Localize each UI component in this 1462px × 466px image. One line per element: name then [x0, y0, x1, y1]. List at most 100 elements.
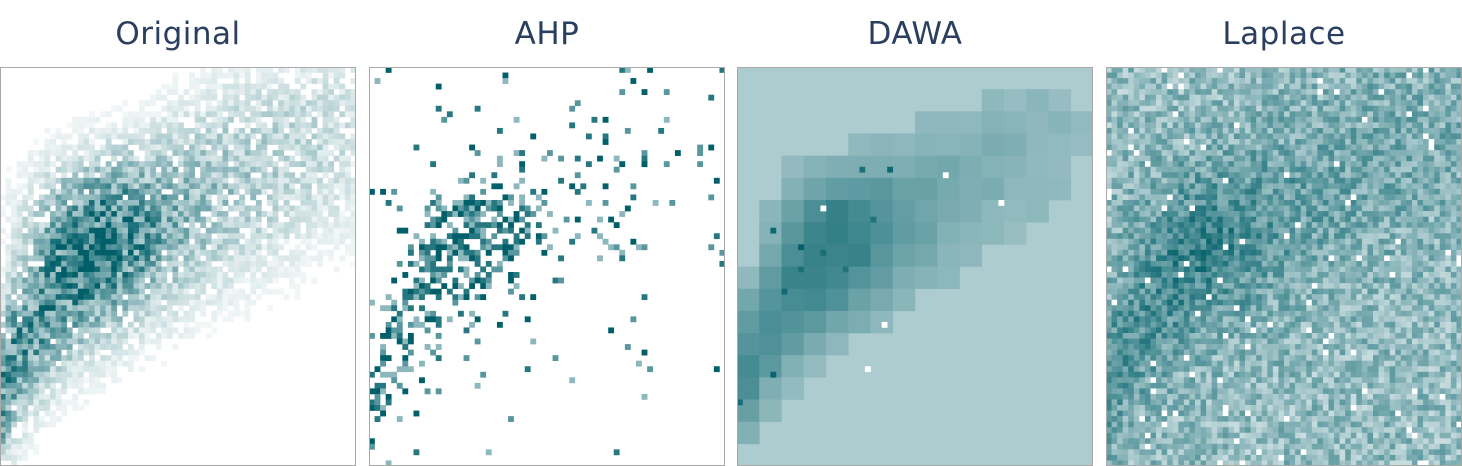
heatmap-cell: [1322, 166, 1329, 173]
heatmap-cell: [1289, 89, 1296, 96]
heatmap-cell: [77, 377, 84, 384]
heatmap-cell: [1345, 205, 1352, 212]
heatmap-cell: [1373, 183, 1379, 190]
heatmap-cell: [469, 216, 475, 223]
heatmap-cell: [94, 116, 101, 123]
heatmap-cell: [1456, 161, 1462, 168]
heatmap-cell: [172, 216, 179, 223]
heatmap-cell: [111, 366, 118, 373]
heatmap-cell: [915, 155, 938, 179]
heatmap-cell: [1378, 94, 1385, 101]
heatmap-cell: [200, 161, 207, 168]
heatmap-cell: [407, 260, 414, 267]
heatmap-cell: [1367, 205, 1374, 212]
heatmap-cell: [122, 299, 129, 306]
heatmap-cell: [1195, 78, 1201, 84]
heatmap-cell: [22, 205, 29, 212]
heatmap-cell: [0, 194, 6, 201]
heatmap-cell: [16, 449, 23, 456]
heatmap-cell: [508, 244, 514, 251]
heatmap-cell: [194, 127, 201, 134]
heatmap-cell: [116, 188, 123, 195]
heatmap-cell: [189, 194, 195, 201]
heatmap-cell: [1122, 83, 1129, 90]
heatmap-cell: [233, 150, 240, 156]
heatmap-cell: [424, 205, 431, 212]
heatmap-cell: [1183, 177, 1190, 184]
heatmap-cell: [100, 382, 106, 389]
heatmap-cell: [1361, 222, 1368, 229]
heatmap-cell: [38, 371, 45, 378]
heatmap-cell: [1144, 89, 1151, 96]
heatmap-cell: [1206, 188, 1212, 195]
heatmap-cell: [1328, 67, 1335, 73]
heatmap-cell: [27, 316, 34, 323]
heatmap-cell: [1439, 194, 1446, 201]
heatmap-cell: [1228, 200, 1235, 206]
heatmap-cell: [200, 277, 207, 284]
heatmap-cell: [469, 144, 475, 151]
heatmap-cell: [413, 260, 420, 267]
heatmap-cell: [127, 211, 134, 217]
heatmap-cell: [328, 166, 335, 173]
heatmap-cell: [652, 200, 659, 206]
heatmap-cell: [1278, 139, 1285, 145]
heatmap-cell: [1445, 133, 1452, 140]
heatmap-cell: [480, 188, 487, 195]
heatmap-cell: [122, 238, 129, 245]
heatmap-cell: [133, 133, 140, 140]
heatmap-cell: [1300, 188, 1307, 195]
heatmap-cell: [116, 227, 123, 234]
heatmap-cell: [1111, 89, 1118, 96]
heatmap-cell: [407, 288, 414, 295]
heatmap-cell: [350, 216, 356, 223]
heatmap-cell: [183, 100, 190, 107]
heatmap-cell: [1350, 67, 1357, 73]
heatmap-cell: [339, 72, 346, 79]
heatmap-cell: [959, 244, 983, 267]
heatmap-cell: [619, 67, 626, 73]
heatmap-cell: [1250, 155, 1257, 162]
heatmap-cell: [1284, 166, 1290, 173]
heatmap-cell: [1395, 83, 1402, 90]
heatmap-cell: [222, 216, 229, 223]
heatmap-cell: [150, 305, 157, 312]
heatmap-cell: [619, 255, 626, 262]
heatmap-cell: [1200, 116, 1207, 123]
heatmap-cell: [278, 272, 284, 278]
heatmap-cell: [22, 244, 29, 251]
heatmap-cell: [11, 377, 17, 384]
heatmap-cell: [1222, 183, 1229, 190]
heatmap-cell: [150, 172, 157, 179]
heatmap-cell: [250, 244, 257, 251]
heatmap-cell: [1367, 216, 1374, 223]
heatmap-cell: [1339, 122, 1346, 129]
heatmap-cell: [1245, 122, 1251, 129]
heatmap-cell: [161, 94, 168, 101]
heatmap-cell: [402, 388, 409, 395]
heatmap-cell: [474, 216, 481, 223]
heatmap-cell: [407, 321, 414, 328]
heatmap-cell: [1139, 139, 1146, 145]
heatmap-cell: [0, 227, 6, 234]
heatmap-cell: [244, 244, 251, 251]
heatmap-cell: [317, 166, 323, 173]
heatmap-cell: [759, 200, 782, 223]
heatmap-cell: [222, 155, 229, 162]
heatmap-cell: [781, 333, 805, 356]
heatmap-cell: [380, 333, 386, 339]
heatmap-cell: [1384, 166, 1390, 173]
heatmap-cell: [1450, 211, 1457, 217]
heatmap-cell: [317, 105, 323, 112]
heatmap-cell: [22, 443, 29, 450]
heatmap-cell: [1117, 122, 1123, 129]
heatmap-cell: [0, 382, 6, 389]
heatmap-cell: [552, 355, 559, 362]
heatmap-cell: [83, 155, 90, 162]
heatmap-cell: [1423, 94, 1429, 101]
heatmap-cell: [1423, 100, 1429, 107]
heatmap-cell: [111, 188, 118, 195]
heatmap-cell: [311, 216, 318, 223]
heatmap-cell: [1378, 222, 1385, 229]
heatmap-cell: [1406, 172, 1413, 179]
